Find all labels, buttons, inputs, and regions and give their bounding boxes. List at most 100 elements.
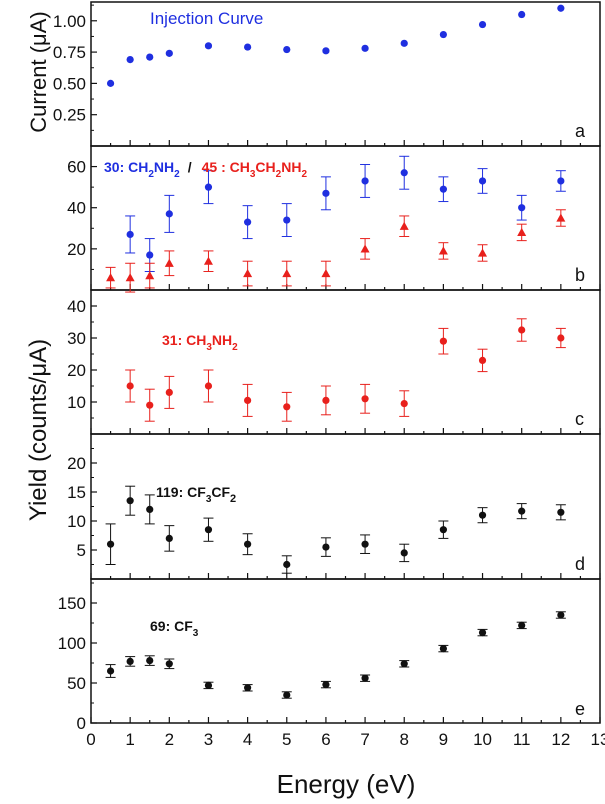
panel-c-series-1-point <box>478 356 487 364</box>
panel-c-series-1-point <box>518 326 526 334</box>
panel-a-series-1-point <box>244 43 252 51</box>
panel-e-series-1-point <box>283 691 291 699</box>
panel-e-series-1-point <box>478 629 487 637</box>
panel-a-series-1-point <box>204 42 213 50</box>
panel-a-series-1-point <box>106 79 115 87</box>
panel-a-series-1-point <box>478 20 487 29</box>
panel-d-series-1-point <box>244 540 252 548</box>
panel-a-series-1-point <box>557 4 565 12</box>
panel-a-ytick-label: 1.00 <box>53 12 86 31</box>
x-tick-label: 2 <box>165 730 174 749</box>
panel-a-ytick-label: 0.75 <box>53 43 86 62</box>
panel-a-ytick-label: 0.50 <box>53 74 86 93</box>
panel-e-series-1-point <box>322 681 330 689</box>
panel-c-series-1-point <box>165 388 173 396</box>
panel-d-series-1-point <box>322 543 330 551</box>
panel-b-series-1-point <box>478 177 487 185</box>
panel-c-series-1-point <box>557 334 565 342</box>
panel-a-series-1-point <box>518 10 526 19</box>
panel-a-series-1-point <box>400 39 408 47</box>
panel-d-ytick-label: 15 <box>67 483 86 502</box>
panel-a-series-1-point <box>126 56 134 64</box>
panel-d-series-1-point <box>439 526 447 534</box>
panel-b-series-1-point <box>244 218 252 226</box>
panel-e-series-1-point <box>126 657 134 666</box>
panel-b-series1-label: 30: CH2NH2 <box>104 159 180 180</box>
panel-b-series-2-point <box>203 256 213 265</box>
panel-d-series-1-point <box>165 534 173 543</box>
panel-d-ytick-label: 20 <box>67 454 86 473</box>
x-tick-label: 9 <box>439 730 448 749</box>
panel-c-ytick-label: 30 <box>67 329 86 348</box>
panel-c-series-1-point <box>322 396 330 404</box>
panel-b-series-2-point <box>517 227 527 236</box>
panel-e-series-1-point <box>361 674 369 682</box>
panel-e-series-1-point <box>204 681 213 690</box>
panel-b-series-2-point <box>360 244 370 253</box>
panel-e-ytick-label: 100 <box>58 634 86 653</box>
panel-e-series-1-point <box>400 660 408 668</box>
panel-d-ytick-label: 10 <box>67 512 86 531</box>
panel-a-series-1-point <box>165 49 173 57</box>
panel-e-series-1-point <box>146 657 154 665</box>
panel-e-series-1-point <box>518 621 526 630</box>
x-tick-label: 3 <box>204 730 213 749</box>
panel-e-series-1-point <box>244 684 252 692</box>
panel-b-series-1-point <box>400 169 408 177</box>
panel-e-label: 69: CF3 <box>150 618 199 639</box>
panel-e-frame <box>90 578 601 724</box>
panel-b-series-2-point <box>556 213 566 222</box>
panel-b-series-1-point <box>557 177 565 185</box>
panel-b-series-2-point <box>321 269 331 278</box>
panel-e-letter: e <box>575 699 585 719</box>
x-tick-label: 7 <box>360 730 369 749</box>
panel-d-series-1-point <box>478 511 487 519</box>
x-tick-label: 5 <box>282 730 291 749</box>
panel-b-ytick-label: 60 <box>67 158 86 177</box>
panel-b-series-1-point <box>361 177 369 185</box>
panel-b-letter: b <box>575 265 585 285</box>
panel-e-series-1-point <box>165 660 173 668</box>
panel-d-series-1-point <box>204 526 213 534</box>
x-tick-label: 12 <box>551 730 570 749</box>
panel-c-label: 31: CH3NH2 <box>162 332 238 353</box>
panel-c-series-1-point <box>400 400 408 408</box>
panel-c-frame <box>90 289 601 435</box>
panel-b-ytick-label: 40 <box>67 199 86 218</box>
panel-d-frame <box>90 433 601 580</box>
panel-b-series-2-point <box>399 221 409 230</box>
panel-d-series-1-point <box>361 540 369 548</box>
panel-frames: 0.250.500.751.00204060102030405101520050… <box>53 1 605 749</box>
x-tick-label: 0 <box>86 730 95 749</box>
panel-b-series-2-point <box>145 271 155 280</box>
panel-e-ytick-label: 50 <box>67 674 86 693</box>
panel-c-series-1-point <box>146 401 154 409</box>
panel-a-series-1-point <box>322 47 330 55</box>
panel-b-legend: 30: CH2NH2 / 45 : CH3CH2NH2 <box>104 159 307 180</box>
panel-c-ytick-label: 20 <box>67 361 86 380</box>
panel-c-series-1-point <box>204 382 213 390</box>
panel-e-ytick-label: 150 <box>58 594 86 613</box>
panel-b-series-1-point <box>518 204 526 212</box>
panel-b-series-1-point <box>146 251 154 259</box>
panel-c-ytick-label: 40 <box>67 297 86 316</box>
panel-b-series-1-point <box>283 216 291 224</box>
panel-b-series-2-point <box>282 269 292 278</box>
x-tick-label: 11 <box>513 730 531 749</box>
panel-b-series-2-point <box>243 269 253 278</box>
panel-b-slash: / <box>188 159 192 175</box>
panel-d-series-1-point <box>106 540 115 548</box>
panel-b-series-1-point <box>204 183 213 191</box>
panel-d-series-1-point <box>146 505 154 513</box>
panel-d-series-1-point <box>283 560 291 569</box>
panel-c-series-1-point <box>126 382 134 390</box>
panel-e-series-1-point <box>557 611 565 619</box>
panel-d-series-1-point <box>126 497 134 505</box>
panel-a-letter: a <box>575 121 586 141</box>
x-tick-label: 10 <box>473 730 492 749</box>
panel-b-series-1-point <box>126 230 134 239</box>
panel-d-label: 119: CF3CF2 <box>156 484 236 505</box>
panel-c-series-1-point <box>361 395 369 403</box>
y-axis-title-yield: Yield (counts/μA) <box>25 339 52 521</box>
